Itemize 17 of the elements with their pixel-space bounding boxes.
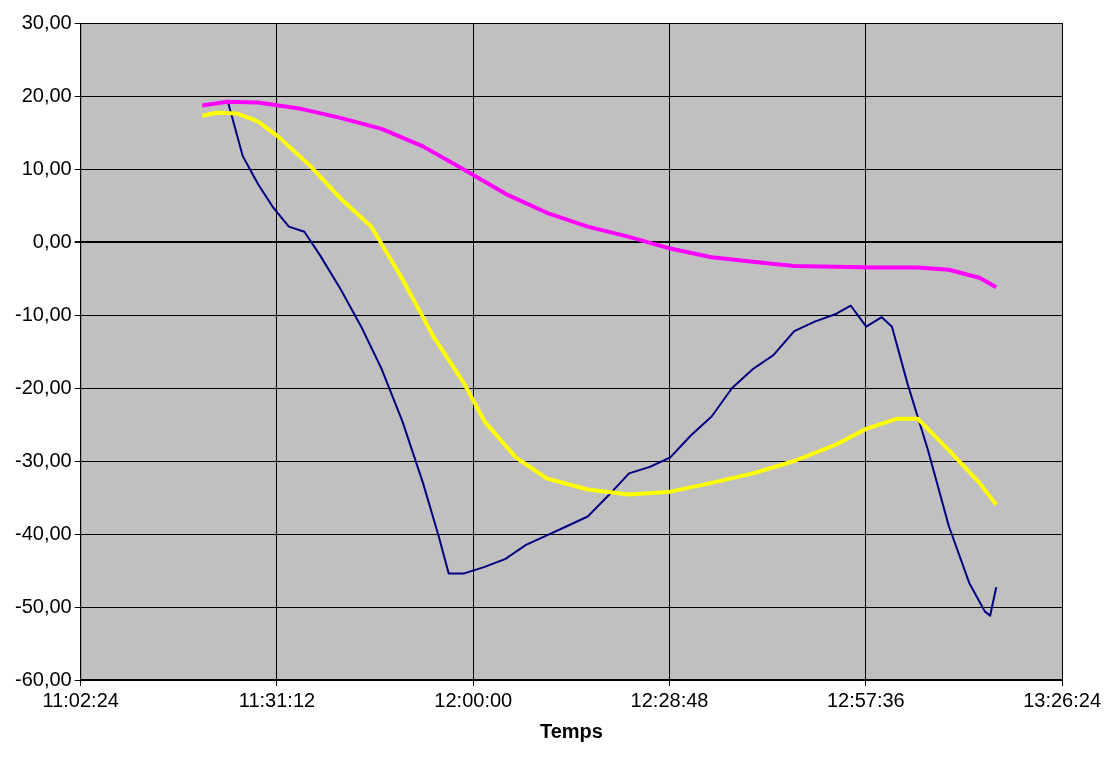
x-tick-label: 12:00:00 <box>434 688 513 711</box>
x-tick-label: 12:28:48 <box>630 688 709 711</box>
x-tick-label: 12:57:36 <box>826 688 905 711</box>
y-tick-label: 20,00 <box>21 83 72 106</box>
y-tick-label: -10,00 <box>14 302 72 325</box>
y-tick-label: -40,00 <box>14 521 72 544</box>
x-axis-title: Temps <box>539 719 603 742</box>
y-tick-label: -60,00 <box>14 667 72 690</box>
x-tick-label: 13:26:24 <box>1023 688 1101 711</box>
y-tick-label: -30,00 <box>14 448 72 471</box>
x-tick-label: 11:02:24 <box>42 688 119 711</box>
y-tick-label: -20,00 <box>14 375 72 398</box>
y-tick-label: 0,00 <box>32 229 72 252</box>
y-tick-label: 10,00 <box>21 156 72 179</box>
y-tick-label: -50,00 <box>14 594 72 617</box>
x-tick-label: 11:31:12 <box>238 688 316 711</box>
y-tick-label: 30,00 <box>21 10 72 33</box>
